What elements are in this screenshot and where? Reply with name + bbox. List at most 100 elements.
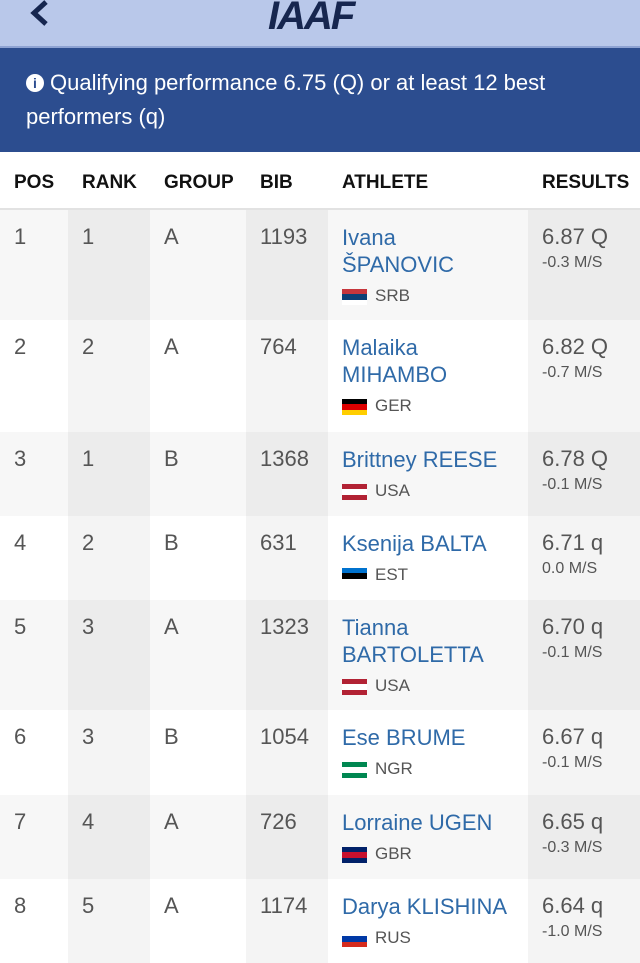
column-header: GROUP <box>164 172 234 193</box>
column-header: ATHLETE <box>342 172 429 193</box>
table-row[interactable]: 6 3 B 1054 Ese BRUME NGR 6.67 q -0.1 M/S <box>0 710 640 795</box>
flag-stripe <box>342 578 367 584</box>
cell-rank: 5 <box>82 893 95 918</box>
flag-stripe <box>342 689 367 695</box>
flag-stripe <box>342 299 367 305</box>
table-row[interactable]: 3 1 B 1368 Brittney REESE USA 6.78 Q -0.1 M/S <box>0 432 640 516</box>
flag-stripe <box>342 484 367 490</box>
cell-group: A <box>164 224 179 249</box>
info-icon: i <box>26 74 44 92</box>
country-code: USA <box>375 481 410 500</box>
flag-stripe <box>342 679 367 685</box>
table-row[interactable]: 1 1 A 1193 Ivana ŠPANOVIC SRB 6.87 Q -0.3 M/S <box>0 210 640 320</box>
country-code: EST <box>375 565 409 584</box>
cell-bib: 726 <box>260 809 297 834</box>
back-button[interactable] <box>28 0 52 30</box>
cell-rank: 3 <box>82 724 95 749</box>
cell-pos: 6 <box>14 724 27 749</box>
column-header: POS <box>14 172 55 193</box>
flag-stripe <box>342 489 367 495</box>
shaded-cell <box>68 320 150 432</box>
result: 6.78 Q <box>542 446 609 471</box>
flag <box>342 568 367 584</box>
athlete-name[interactable]: Ese BRUME <box>342 725 466 750</box>
result: 6.65 q <box>542 809 604 834</box>
shaded-cell <box>528 320 640 432</box>
country-code: GBR <box>375 844 412 863</box>
cell-rank: 1 <box>82 224 95 249</box>
shaded-cell <box>528 210 640 320</box>
cell-pos: 3 <box>14 446 27 471</box>
table-row[interactable]: 8 5 A 1174 Darya KLISHINA RUS 6.64 q -1.0 M/S <box>0 879 640 963</box>
athlete-name[interactable]: MIHAMBO <box>342 362 448 387</box>
result: 6.64 q <box>542 893 604 918</box>
flag <box>342 484 367 500</box>
country-code: NGR <box>375 759 413 778</box>
athlete-name[interactable]: Tianna <box>342 615 409 640</box>
flag <box>342 762 367 778</box>
shaded-cell <box>528 795 640 879</box>
athlete-name[interactable]: Ivana <box>342 225 396 250</box>
flag <box>342 289 367 305</box>
table-row[interactable]: 4 2 B 631 Ksenija BALTA EST 6.71 q 0.0 M/S <box>0 516 640 600</box>
flag-stripe <box>342 847 367 853</box>
athlete-name[interactable]: Ksenija BALTA <box>342 531 487 556</box>
flag-stripe <box>342 857 367 863</box>
result: 6.71 q <box>542 530 604 555</box>
cell-group: A <box>164 614 179 639</box>
flag-stripe <box>342 762 367 768</box>
shaded-cell <box>68 210 150 320</box>
flag-stripe <box>342 399 367 405</box>
athlete-name[interactable]: Brittney REESE <box>342 447 498 472</box>
shaded-cell <box>68 879 150 963</box>
flag-stripe <box>342 568 367 574</box>
table-row[interactable]: 5 3 A 1323 Tianna BARTOLETTA USA 6.70 q -0.1 M/S <box>0 600 640 710</box>
cell-group: B <box>164 530 179 555</box>
cell-pos: 8 <box>14 893 27 918</box>
flag-stripe <box>342 494 367 500</box>
cell-pos: 2 <box>14 334 27 359</box>
athlete-name[interactable]: BARTOLETTA <box>342 642 484 667</box>
wind: -0.3 M/S <box>542 254 603 271</box>
notice-text: Qualifying performance 6.75 (Q) or at le… <box>26 70 546 129</box>
wind: 0.0 M/S <box>542 560 598 577</box>
shaded-cell <box>528 710 640 795</box>
cell-bib: 1368 <box>260 446 309 471</box>
cell-group: B <box>164 446 179 471</box>
cell-rank: 3 <box>82 614 95 639</box>
country-code: SRB <box>375 286 410 305</box>
cell-rank: 4 <box>82 809 95 834</box>
flag <box>342 847 367 863</box>
top-bar: IAAF <box>0 0 640 48</box>
flag-stripe <box>342 684 367 690</box>
shaded-cell <box>528 879 640 963</box>
table-row[interactable]: 7 4 A 726 Lorraine UGEN GBR 6.65 q -0.3 M/S <box>0 795 640 879</box>
shaded-cell <box>68 710 150 795</box>
flag-stripe <box>342 409 367 415</box>
table-row[interactable]: 2 2 A 764 Malaika MIHAMBO GER 6.82 Q -0.7 M/S <box>0 320 640 432</box>
result: 6.67 q <box>542 724 604 749</box>
cell-bib: 1193 <box>260 224 308 249</box>
cell-bib: 764 <box>260 334 297 359</box>
column-header: RESULTS <box>542 172 630 193</box>
athlete-name[interactable]: Malaika <box>342 335 418 360</box>
wind: -1.0 M/S <box>542 923 603 940</box>
cell-bib: 1323 <box>260 614 309 639</box>
athlete-name[interactable]: Lorraine UGEN <box>342 810 493 835</box>
flag-stripe <box>342 772 367 778</box>
flag-stripe <box>342 852 367 858</box>
cell-rank: 1 <box>82 446 95 471</box>
country-code: RUS <box>375 928 411 947</box>
athlete-name[interactable]: ŠPANOVIC <box>342 252 455 277</box>
flag <box>342 679 367 695</box>
flag-stripe <box>342 294 367 300</box>
wind: -0.1 M/S <box>542 754 603 771</box>
cell-pos: 7 <box>14 809 27 834</box>
column-header: RANK <box>82 172 137 193</box>
wind: -0.1 M/S <box>542 476 603 493</box>
shaded-cell <box>246 600 328 710</box>
wind: -0.3 M/S <box>542 839 603 856</box>
athlete-name[interactable]: Darya KLISHINA <box>342 894 508 919</box>
flag-stripe <box>342 767 367 773</box>
